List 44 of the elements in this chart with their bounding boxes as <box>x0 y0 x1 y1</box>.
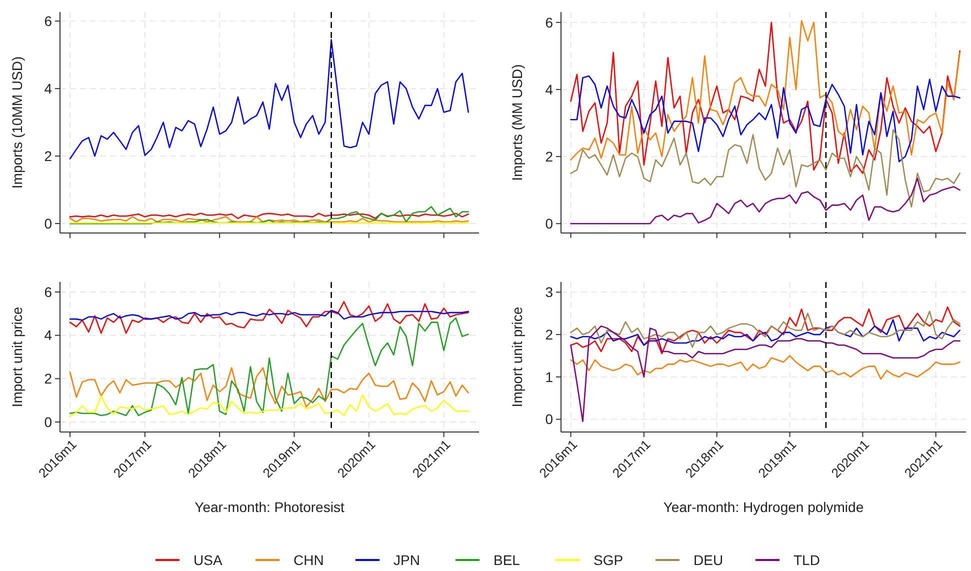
y-tick-label: 6 <box>44 284 52 300</box>
y-tick-label: 3 <box>545 284 554 300</box>
y-tick-label: 4 <box>545 81 554 98</box>
line-series <box>570 310 960 348</box>
line-series <box>69 394 470 418</box>
y-tick-label: 2 <box>545 326 554 342</box>
legend-label: JPN <box>394 552 420 568</box>
y-tick-label: 0 <box>545 216 554 232</box>
y-axis-title: Imports (MM USD) <box>509 64 525 181</box>
legend-label: CHN <box>294 552 324 568</box>
line-series <box>69 206 470 224</box>
y-tick-label: 2 <box>545 148 554 164</box>
legend-label: USA <box>194 552 223 568</box>
line-series <box>570 306 960 354</box>
x-axis-title: Year-month: Photoresist <box>194 499 344 515</box>
line-series <box>69 310 470 321</box>
legend-label: SGP <box>594 552 624 568</box>
line-series <box>570 325 960 422</box>
legend-label: TLD <box>794 552 820 568</box>
y-axis-title: Import unit price <box>9 306 25 408</box>
legend-label: BEL <box>494 552 520 568</box>
y-tick-label: 4 <box>44 80 52 96</box>
y-tick-label: 0 <box>44 414 52 430</box>
line-series <box>69 317 470 416</box>
y-tick-label: 2 <box>44 370 52 387</box>
y-tick-label: 6 <box>44 13 52 30</box>
line-series <box>570 75 960 162</box>
line-series <box>570 129 960 208</box>
y-tick-label: 6 <box>545 14 554 30</box>
line-series <box>570 319 960 346</box>
line-series <box>69 367 470 408</box>
y-tick-label: 4 <box>44 327 52 344</box>
line-series <box>570 355 960 380</box>
y-axis-title: Import unit price <box>509 306 525 408</box>
y-tick-label: 0 <box>44 215 52 232</box>
y-axis-title: Imports (10MM USD) <box>9 56 25 189</box>
line-series <box>570 178 960 224</box>
line-series <box>69 39 470 160</box>
y-tick-label: 1 <box>545 368 554 385</box>
line-series <box>69 301 470 334</box>
legend-label: DEU <box>694 552 724 568</box>
y-tick-label: 2 <box>44 148 52 164</box>
x-axis-title: Year-month: Hydrogen polymide <box>663 499 864 515</box>
y-tick-label: 0 <box>545 411 554 428</box>
